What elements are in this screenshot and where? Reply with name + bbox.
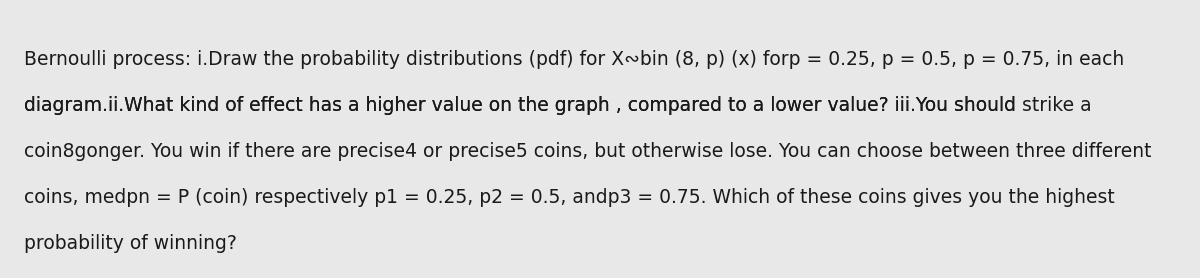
Text: diagram.ii.What kind of effect has a higher value on the graph , compared to a l: diagram.ii.What kind of effect has a hig… <box>24 96 1022 115</box>
Text: probability of winning?: probability of winning? <box>24 234 238 252</box>
Text: Bernoulli process: i.Draw the probability distributions (pdf) for X∾bin (8, p) (: Bernoulli process: i.Draw the probabilit… <box>24 50 1124 69</box>
Text: coins, medpn = P (coin) respectively p1 = 0.25, p2 = 0.5, andp3 = 0.75. Which of: coins, medpn = P (coin) respectively p1 … <box>24 188 1115 207</box>
Text: coin8gonger. You win if there are precise4 or precise5 coins, but otherwise lose: coin8gonger. You win if there are precis… <box>24 142 1152 161</box>
Text: diagram.ii.What kind of effect has a higher value on the graph , compared to a l: diagram.ii.What kind of effect has a hig… <box>24 96 1092 115</box>
